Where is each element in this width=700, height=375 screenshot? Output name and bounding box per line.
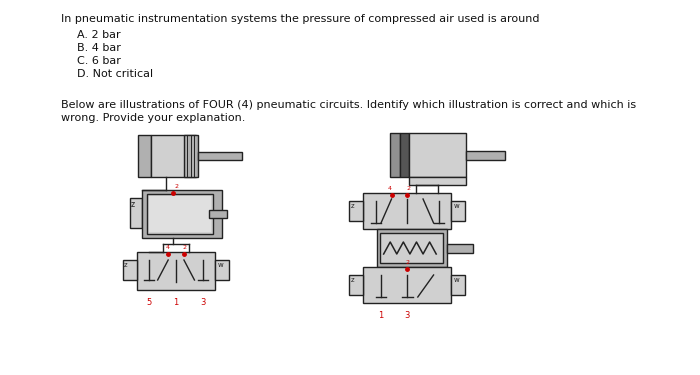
Bar [209,210,227,218]
Text: 2: 2 [406,186,410,191]
Text: C. 6 bar: C. 6 bar [77,56,121,66]
Text: 2: 2 [405,260,409,265]
Bar [447,244,473,253]
Text: 1: 1 [379,311,384,320]
Bar [198,152,242,160]
Text: w: w [454,277,459,283]
Bar [466,151,505,160]
Text: 3: 3 [405,311,410,320]
Bar [363,267,451,303]
Text: 4: 4 [388,186,392,191]
Bar [149,196,211,232]
Text: z: z [351,277,355,283]
Bar [150,135,196,177]
Bar [451,275,465,295]
Bar [147,194,213,234]
Bar [400,133,409,177]
Bar [390,133,400,177]
Bar [184,135,198,177]
Text: B. 4 bar: B. 4 bar [77,43,121,53]
Bar [139,135,150,177]
Bar [130,198,142,228]
Bar [216,260,230,280]
Text: A. 2 bar: A. 2 bar [77,30,120,40]
Text: Below are illustrations of FOUR (4) pneumatic circuits. Identify which illustrat: Below are illustrations of FOUR (4) pneu… [62,100,636,110]
Bar [377,229,447,267]
Text: 5: 5 [146,298,151,307]
Text: 3: 3 [200,298,206,307]
Text: w: w [217,262,223,268]
Text: 2: 2 [174,184,179,189]
Bar [349,275,363,295]
Bar [451,201,465,221]
Text: 2: 2 [183,245,187,250]
Text: In pneumatic instrumentation systems the pressure of compressed air used is arou: In pneumatic instrumentation systems the… [62,14,540,24]
Text: 1: 1 [174,298,178,307]
Text: z: z [123,262,127,268]
Bar [363,193,451,229]
Text: 4: 4 [165,245,169,250]
Bar [122,260,136,280]
Bar [409,133,466,177]
Bar [349,201,363,221]
Text: z: z [351,203,355,209]
Text: w: w [454,203,459,209]
Bar [136,252,216,290]
Bar [142,190,222,238]
Text: D. Not critical: D. Not critical [77,69,153,79]
Bar [380,233,443,263]
Text: wrong. Provide your explanation.: wrong. Provide your explanation. [62,113,246,123]
Bar [409,177,466,185]
Text: z: z [130,200,134,209]
